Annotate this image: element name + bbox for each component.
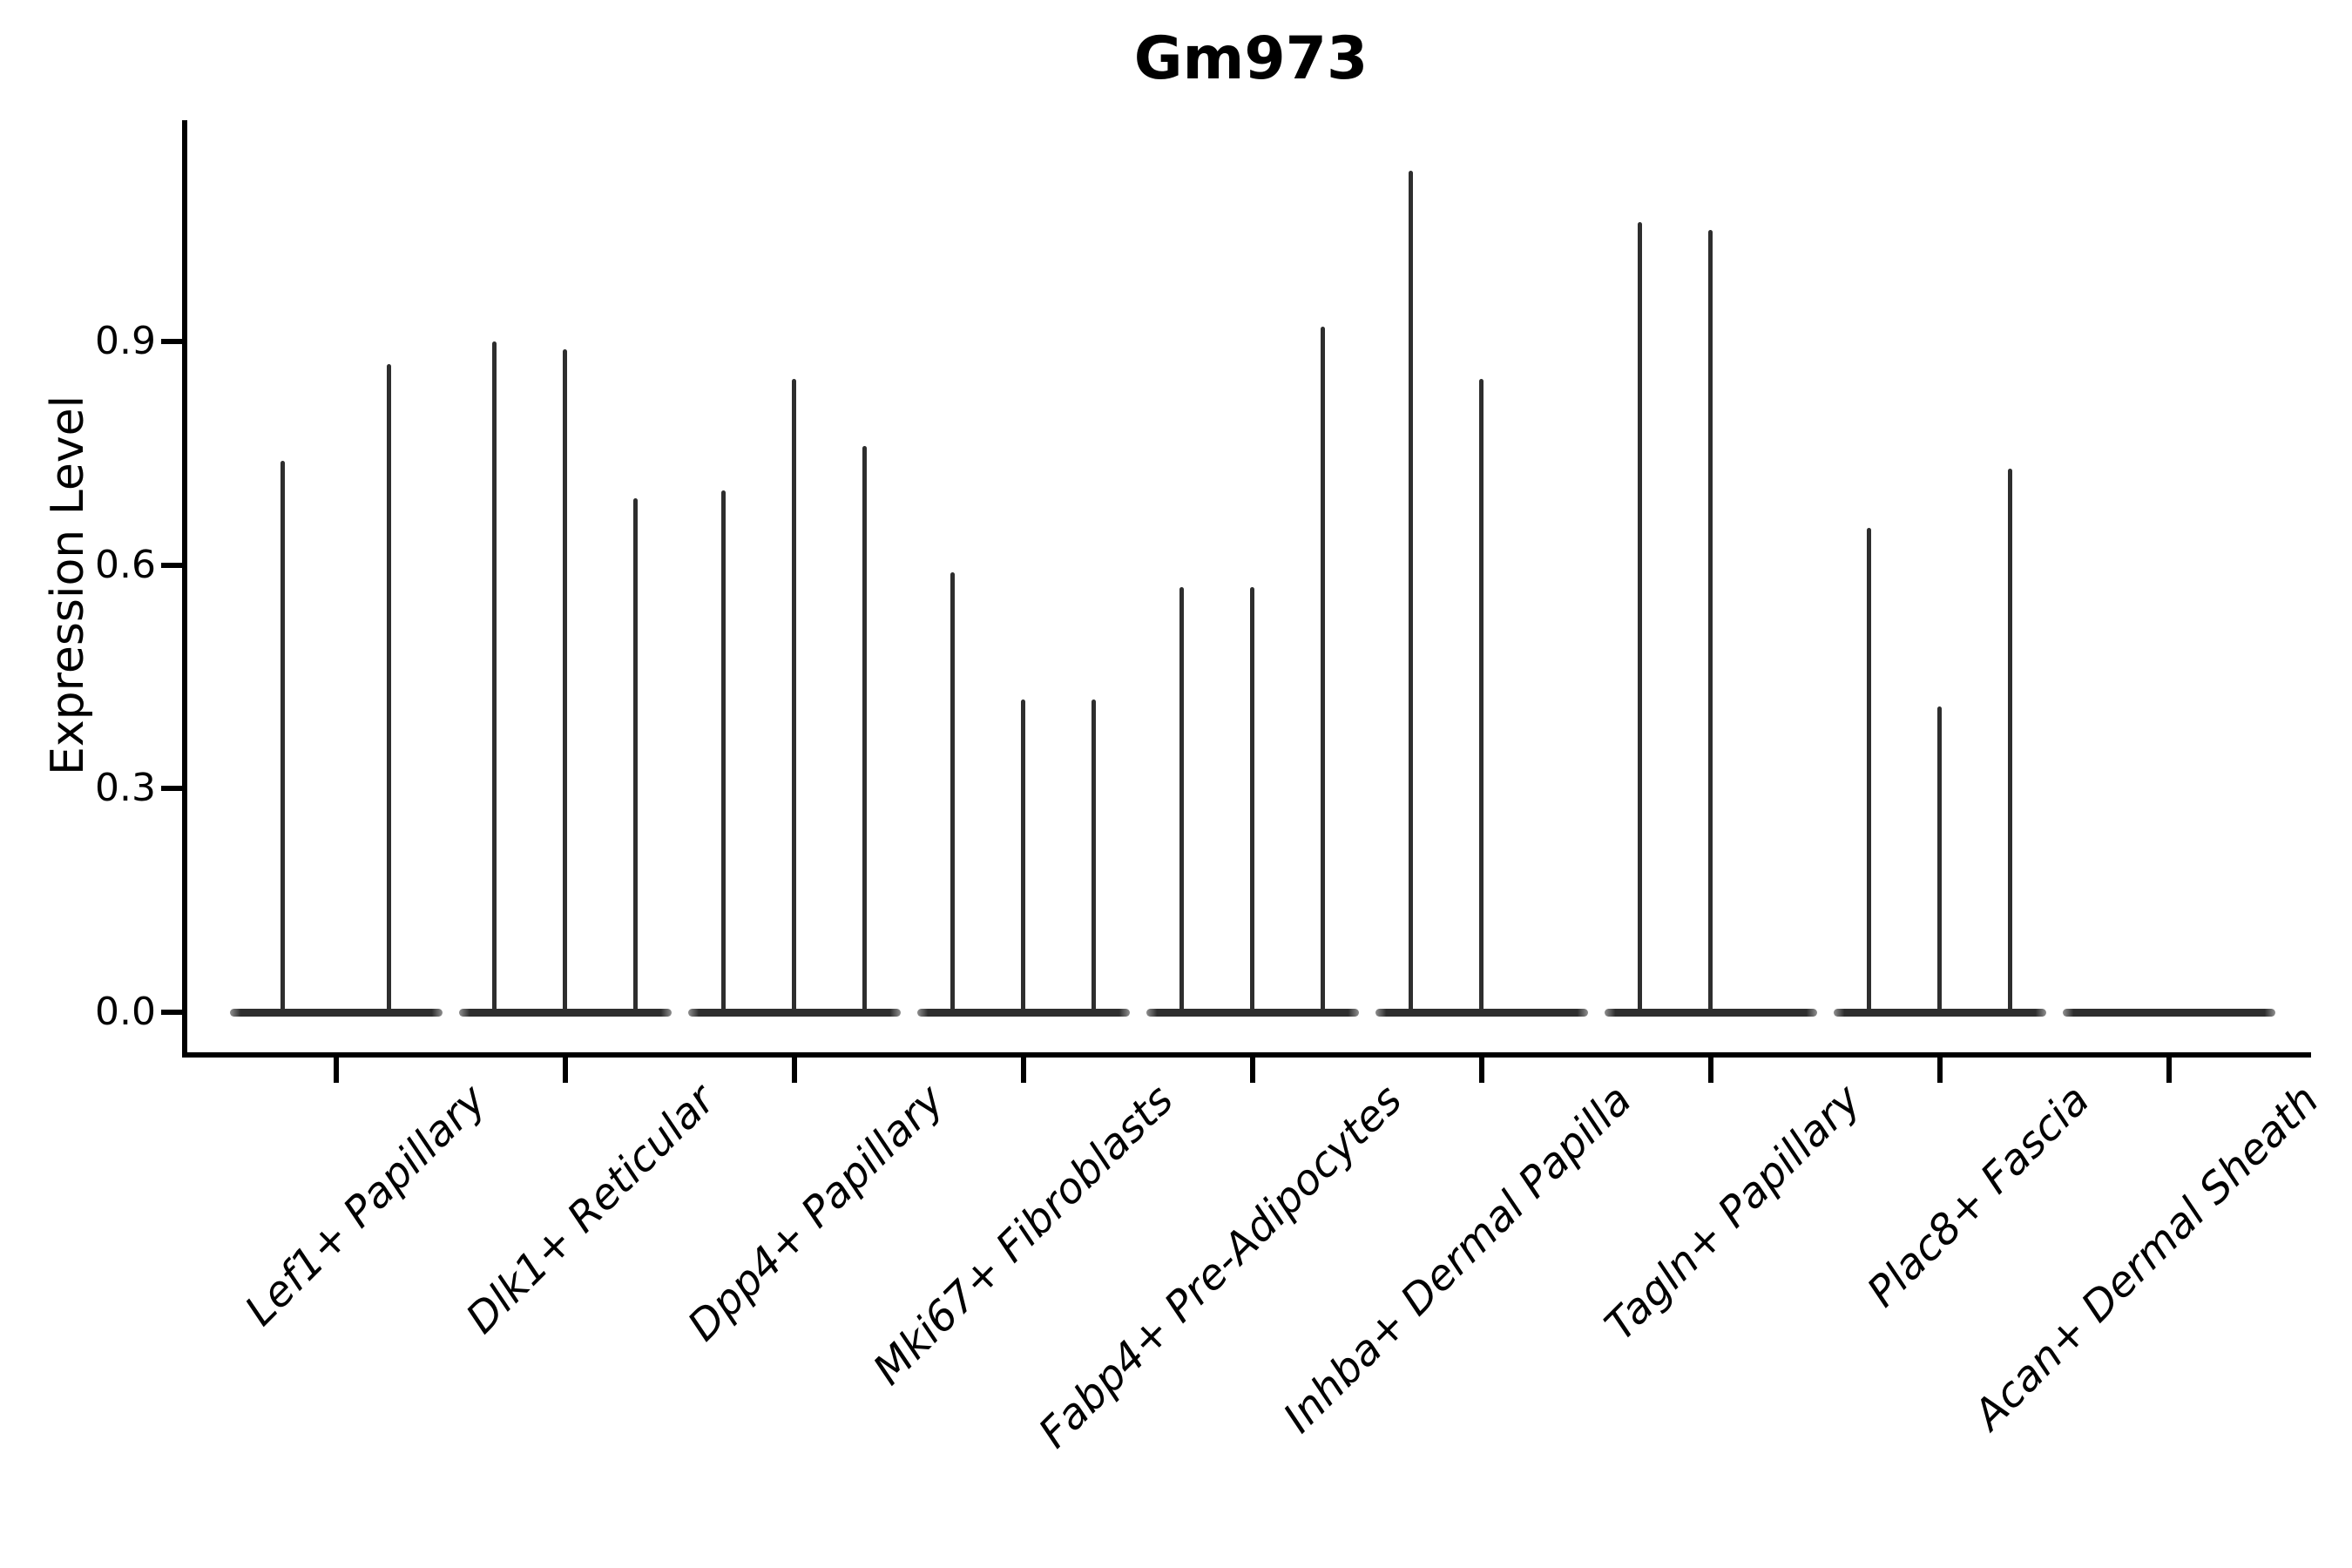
violin-spike xyxy=(1321,327,1326,1012)
x-tick xyxy=(2166,1054,2172,1083)
x-tick xyxy=(1249,1054,1255,1083)
violin-spike xyxy=(720,490,726,1012)
violin-base xyxy=(1604,1008,1817,1017)
chart-title: Gm973 xyxy=(1133,24,1369,93)
violin-spike xyxy=(1179,587,1184,1012)
violin-spike xyxy=(862,445,868,1012)
x-tick xyxy=(1020,1054,1026,1083)
y-tick xyxy=(161,1010,185,1015)
violin-spike xyxy=(491,341,497,1012)
y-tick-label: 0.6 xyxy=(95,542,156,587)
y-tick xyxy=(161,562,185,568)
violin-spike xyxy=(1866,528,1871,1012)
x-tick xyxy=(1478,1054,1484,1083)
y-tick-label: 0.9 xyxy=(95,319,156,364)
violin-spike xyxy=(280,461,285,1012)
violin-base xyxy=(458,1008,672,1017)
y-tick-label: 0.3 xyxy=(95,766,156,811)
x-tick-label: Dlk1+ Reticular xyxy=(456,1075,725,1343)
x-tick xyxy=(1707,1054,1713,1083)
x-tick xyxy=(1936,1054,1943,1083)
x-tick-label: Plac8+ Fascia xyxy=(1858,1075,2099,1317)
y-axis-spine xyxy=(182,120,187,1058)
x-tick-label: Dpp4+ Papillary xyxy=(679,1075,954,1351)
violin-spike xyxy=(387,363,391,1012)
x-axis-spine xyxy=(182,1052,2311,1058)
y-tick xyxy=(161,786,185,792)
violin-spike xyxy=(1250,587,1254,1012)
x-tick-label: Lef1+ Papillary xyxy=(235,1075,496,1335)
violin-spike xyxy=(1708,229,1713,1012)
violin-spike xyxy=(1479,378,1484,1012)
y-tick xyxy=(161,339,185,345)
violin-spike xyxy=(1937,706,1942,1012)
violin-base xyxy=(1375,1008,1588,1017)
violin-spike xyxy=(1021,699,1025,1012)
violin-base xyxy=(916,1008,1130,1017)
x-tick xyxy=(333,1054,339,1083)
y-axis-label: Expression Level xyxy=(42,395,94,776)
x-tick-label: Tagln+ Papillary xyxy=(1595,1075,1870,1350)
violin-spike xyxy=(1408,170,1413,1012)
violin-base xyxy=(2062,1008,2275,1017)
violin-base xyxy=(1833,1008,2046,1017)
violin-spike xyxy=(563,348,567,1012)
violin-base xyxy=(687,1008,901,1017)
violin-base xyxy=(1146,1008,1359,1017)
x-tick xyxy=(562,1054,568,1083)
x-tick-label: Fabp4+ Pre-Adipocytes xyxy=(1030,1075,1412,1458)
violin-spike xyxy=(2008,468,2013,1012)
y-tick-label: 0.0 xyxy=(95,990,156,1034)
violin-spike xyxy=(1637,222,1642,1012)
violin-spike xyxy=(792,378,796,1012)
violin-spike xyxy=(1092,699,1097,1012)
violin-spike xyxy=(950,572,955,1012)
x-tick xyxy=(791,1054,797,1083)
violin-spike xyxy=(633,497,639,1012)
violin-base xyxy=(229,1008,443,1017)
